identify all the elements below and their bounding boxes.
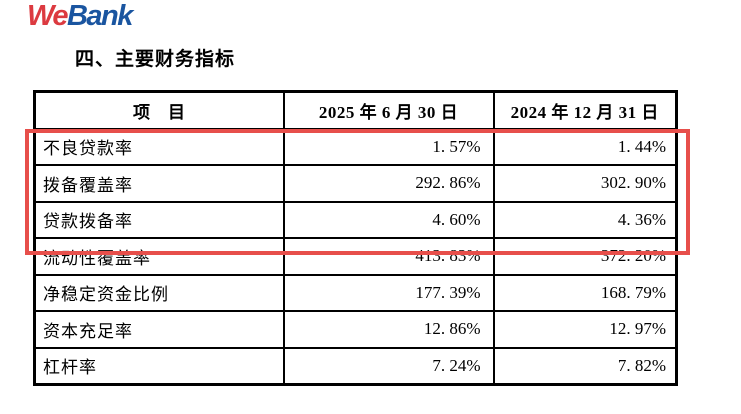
row-value-2025: 4. 60% <box>282 200 495 239</box>
row-value-2024: 1. 44% <box>492 127 678 166</box>
row-item-label: 不良贷款率 <box>33 127 285 166</box>
row-value-2025: 1. 57% <box>282 127 495 166</box>
column-header-jun-2025: 2025 年 6 月 30 日 <box>282 90 495 130</box>
row-item-label: 流动性覆盖率 <box>33 237 285 276</box>
row-value-2025: 7. 24% <box>282 346 495 385</box>
financial-indicators-table: 项 目 2025 年 6 月 30 日 2024 年 12 月 31 日 不良贷… <box>33 90 678 386</box>
table-row-loan-provision-ratio: 贷款拨备率 4. 60% 4. 36% <box>33 200 678 239</box>
row-item-label: 贷款拨备率 <box>33 200 285 239</box>
table-header-row: 项 目 2025 年 6 月 30 日 2024 年 12 月 31 日 <box>33 90 678 130</box>
row-value-2024: 372. 20% <box>492 237 678 276</box>
row-value-2024: 168. 79% <box>492 273 678 312</box>
webank-logo: WeBank <box>27 0 133 32</box>
row-value-2024: 302. 90% <box>492 164 678 203</box>
table-row-capital-adequacy: 资本充足率 12. 86% 12. 97% <box>33 310 678 349</box>
column-header-item: 项 目 <box>33 90 285 130</box>
row-value-2025: 413. 83% <box>282 237 495 276</box>
table-row-liquidity-coverage: 流动性覆盖率 413. 83% 372. 20% <box>33 237 678 276</box>
row-item-label: 杠杆率 <box>33 346 285 385</box>
row-value-2025: 292. 86% <box>282 164 495 203</box>
row-item-label: 资本充足率 <box>33 310 285 349</box>
table-row-npl-ratio: 不良贷款率 1. 57% 1. 44% <box>33 127 678 166</box>
logo-bank-text: Bank <box>66 0 133 32</box>
column-header-dec-2024: 2024 年 12 月 31 日 <box>492 90 678 130</box>
row-value-2024: 7. 82% <box>492 346 678 385</box>
table-row-leverage-ratio: 杠杆率 7. 24% 7. 82% <box>33 346 678 385</box>
table-row-net-stable-funding: 净稳定资金比例 177. 39% 168. 79% <box>33 273 678 312</box>
row-value-2025: 177. 39% <box>282 273 495 312</box>
logo-we-text: We <box>27 0 68 32</box>
section-title: 四、主要财务指标 <box>75 49 236 70</box>
row-value-2025: 12. 86% <box>282 310 495 349</box>
row-item-label: 拨备覆盖率 <box>33 164 285 203</box>
row-value-2024: 4. 36% <box>492 200 678 239</box>
table-row-provision-coverage: 拨备覆盖率 292. 86% 302. 90% <box>33 164 678 203</box>
row-value-2024: 12. 97% <box>492 310 678 349</box>
row-item-label: 净稳定资金比例 <box>33 273 285 312</box>
